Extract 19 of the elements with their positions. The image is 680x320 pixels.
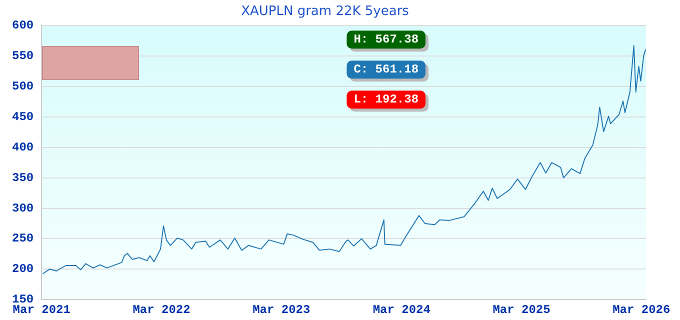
x-tick-label: Mar 2021 bbox=[12, 302, 70, 317]
y-tick-label: 450 bbox=[12, 110, 34, 124]
x-tick-label: Mar 2024 bbox=[372, 302, 430, 317]
annotation: C: 561.18 bbox=[354, 62, 419, 77]
x-tick-label: Mar 2022 bbox=[132, 302, 190, 317]
y-tick-label: 500 bbox=[12, 80, 34, 94]
y-tick-label: 200 bbox=[12, 262, 34, 276]
y-tick-label: 400 bbox=[12, 140, 34, 154]
annotation: L: 192.38 bbox=[354, 92, 419, 107]
y-tick-label: 600 bbox=[12, 18, 34, 33]
y-tick-label: 550 bbox=[12, 49, 34, 64]
y-tick-label: 250 bbox=[12, 232, 34, 246]
x-tick-label: Mar 2023 bbox=[252, 302, 310, 317]
annotation: H: 567.38 bbox=[354, 32, 419, 47]
x-tick-label: Mar 2025 bbox=[492, 302, 550, 317]
chart-title: XAUPLN gram 22K 5years bbox=[241, 4, 410, 20]
x-tick-label: Mar 2026 bbox=[612, 302, 670, 317]
y-tick-label: 300 bbox=[12, 201, 34, 216]
y-tick-label: 350 bbox=[12, 170, 34, 185]
